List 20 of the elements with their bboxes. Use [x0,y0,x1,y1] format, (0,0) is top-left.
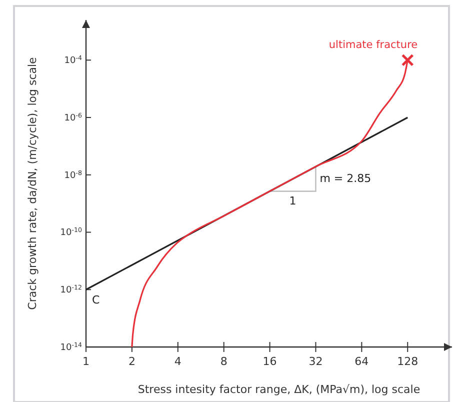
y-tick-label: 10$^{-6}$ [64,112,82,124]
x-tick-label: 32 [308,355,323,368]
y-tick-label: 10$^{-8}$ [64,169,82,181]
y-tick-label: 10$^{-4}$ [64,54,82,66]
annotation: C [92,294,100,307]
x-tick-label: 8 [220,355,228,368]
x-tick-label: 128 [397,355,418,368]
y-tick-label: 10$^{-12}$ [60,284,82,296]
y-tick-label: 10$^{-14}$ [60,342,82,353]
annotation: m = 2.85 [320,172,372,185]
x-tick-label: 16 [262,355,277,368]
x-axis-title: Stress intesity factor range, ΔK, (MPa√m), log scale [138,383,420,396]
x-tick-label: 64 [354,355,369,368]
x-tick-label: 1 [82,355,90,368]
x-tick-label: 2 [128,355,136,368]
y-tick-label: 10$^{-10}$ [60,226,82,238]
annotation: ultimate fracture [328,39,418,52]
y-axis-title: Crack growth rate, da/dN, (m/cycle), log scale [26,56,39,310]
annotation: 1 [289,194,296,208]
x-tick-label: 4 [174,355,182,368]
